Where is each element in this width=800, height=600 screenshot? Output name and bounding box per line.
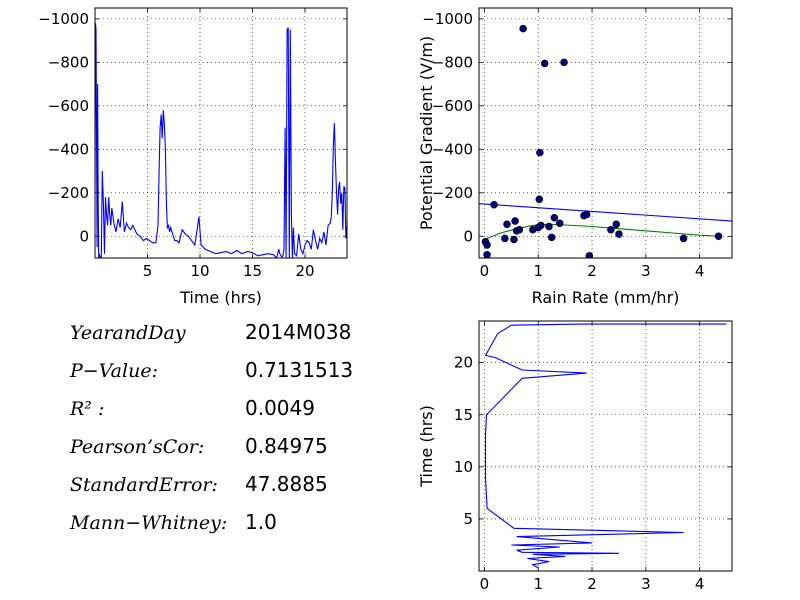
y-tick-label: 15 (454, 406, 473, 424)
x-tick-label: 5 (143, 262, 153, 280)
scatter-point (615, 230, 623, 238)
scatter-point (503, 220, 511, 229)
y-tick-label: −600 (432, 97, 473, 115)
stat-value: 0.84975 (245, 434, 328, 458)
axes-frame (478, 7, 733, 259)
x-tick-label: 1 (533, 262, 543, 280)
stat-label: YearandDay (70, 322, 186, 344)
y-tick-label: −800 (432, 53, 473, 71)
x-tick-label: 0 (480, 262, 490, 280)
scatter-point (515, 225, 524, 234)
y-axis-label: Time (hrs) (417, 405, 436, 488)
stat-label: Pearson’sCor: (70, 436, 205, 458)
x-tick-label: 4 (695, 575, 705, 593)
stat-row-stderr: StandardError: 47.8885 (70, 472, 390, 504)
y-tick-label: −800 (48, 53, 89, 71)
scatter-point (545, 222, 553, 231)
scatter-point (536, 148, 544, 157)
stat-row-pearson: Pearson’sCor: 0.84975 (70, 434, 390, 466)
x-tick-label: 0 (480, 575, 490, 593)
stat-label: Mann−Whitney: (70, 512, 228, 534)
y-tick-label: −200 (48, 184, 89, 202)
x-axis-label: Time (hrs) (179, 288, 262, 307)
stat-label: P−Value: (70, 360, 158, 382)
x-tick-label: 10 (190, 262, 209, 280)
scatter-point (519, 24, 527, 33)
rain-profile-plot: 0 1 2 3 4 5 10 15 20 Time (hrs) (417, 320, 733, 593)
axes-frame (94, 7, 348, 259)
scatter-point (560, 58, 568, 67)
scatter-point (490, 200, 498, 209)
stat-row-r2: R² : 0.0049 (70, 396, 390, 428)
series-line (95, 23, 347, 258)
stat-row-mannwhitney: Mann−Whitney: 1.0 (70, 510, 390, 542)
x-axis-label: Rain Rate (mm/hr) (532, 288, 680, 307)
stat-value: 0.0049 (245, 396, 315, 420)
stat-value: 47.8885 (245, 472, 328, 496)
y-tick-label: −600 (48, 97, 89, 115)
stat-label: R² : (70, 398, 105, 420)
series-line (484, 323, 727, 569)
stat-value: 2014M038 (245, 320, 352, 344)
scatter-point (510, 235, 518, 244)
scatter-point (547, 233, 556, 242)
x-tick-label: 1 (533, 575, 543, 593)
axes-frame (478, 320, 733, 572)
x-tick-label: 2 (587, 575, 597, 593)
scatter-point (607, 225, 615, 234)
y-tick-label: −1000 (422, 10, 473, 28)
x-tick-label: 4 (695, 262, 705, 280)
scatter-point (714, 232, 723, 241)
y-tick-label: 10 (454, 458, 473, 476)
x-tick-label: 3 (641, 262, 651, 280)
stat-row-pvalue: P−Value: 0.7131513 (70, 358, 390, 390)
scatter-point (612, 220, 621, 229)
scatter-point (481, 237, 490, 246)
plot-area (479, 24, 732, 258)
x-tick-label: 2 (587, 262, 597, 280)
scatter-point (582, 210, 591, 219)
y-tick-label: 20 (454, 354, 473, 372)
stat-value: 0.7131513 (245, 358, 354, 382)
y-tick-label: −200 (432, 184, 473, 202)
stat-label: StandardError: (70, 474, 218, 496)
y-tick-label: −1000 (38, 10, 89, 28)
y-axis-label: Potential Gradient (V/m) (417, 36, 436, 230)
scatter-point (501, 234, 509, 243)
y-tick-label: 5 (463, 510, 473, 528)
scatter-point (550, 214, 559, 222)
scatter-point (534, 223, 542, 232)
scatter-point (511, 217, 519, 225)
scatter-point (535, 195, 544, 204)
y-tick-label: −400 (48, 140, 89, 158)
linear-fit-line (479, 203, 732, 222)
y-tick-label: −400 (432, 140, 473, 158)
plot-area (484, 323, 727, 569)
scatter-point (483, 250, 491, 258)
scatter-point (679, 234, 688, 243)
x-tick-label: 3 (641, 575, 651, 593)
y-tick-label: 0 (79, 227, 89, 245)
scatter-plot: 0 1 2 3 4 −1000 −800 −600 −400 −200 0 Rain Rate (mm… (417, 7, 733, 307)
stat-value: 1.0 (245, 510, 277, 534)
scatter-point (585, 252, 594, 258)
scatter-point (555, 219, 564, 227)
x-tick-label: 20 (295, 262, 314, 280)
timeseries-plot: 5 10 15 20 −1000 −800 −600 −400 −200 0 Time (hrs) (38, 7, 348, 307)
stat-row-yearday: YearandDay 2014M038 (70, 320, 390, 352)
plot-area (95, 23, 347, 258)
scatter-point (540, 59, 549, 68)
y-tick-label: 0 (463, 227, 473, 245)
x-tick-label: 15 (243, 262, 262, 280)
